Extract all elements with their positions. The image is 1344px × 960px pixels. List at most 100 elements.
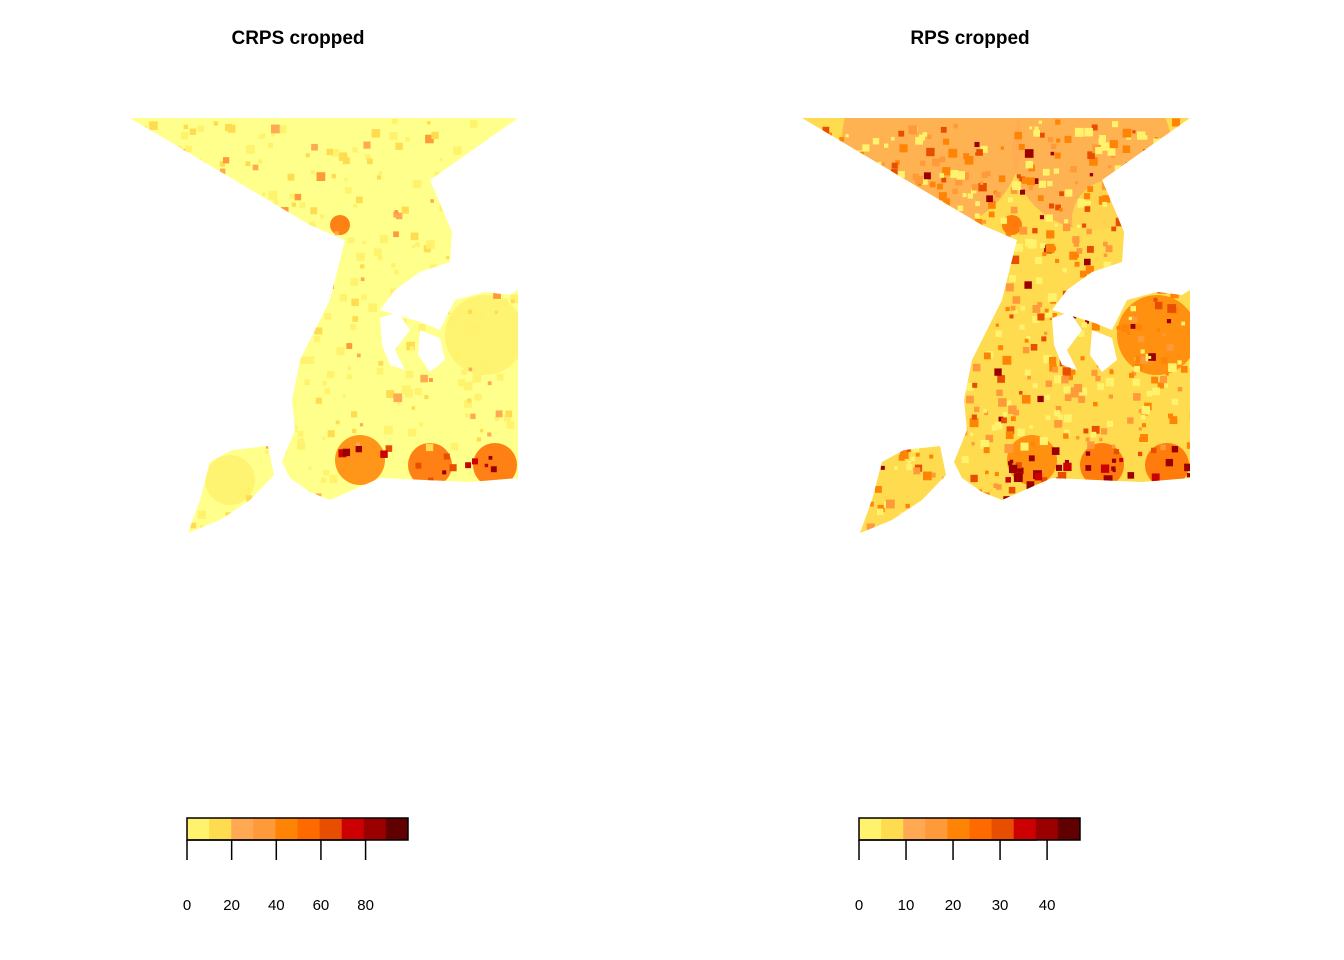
raster-cell bbox=[1032, 228, 1038, 234]
raster-cell bbox=[163, 281, 170, 289]
raster-cell bbox=[256, 207, 261, 211]
raster-cell bbox=[1032, 383, 1038, 389]
raster-cell bbox=[921, 178, 928, 185]
raster-cell bbox=[1089, 172, 1094, 177]
raster-cell bbox=[937, 523, 942, 528]
raster-cell bbox=[177, 424, 186, 434]
raster-cell bbox=[850, 467, 855, 472]
raster-cell bbox=[387, 511, 392, 515]
raster-cell bbox=[1010, 305, 1016, 311]
raster-cell bbox=[925, 328, 935, 338]
raster-cell bbox=[962, 236, 969, 243]
raster-cell bbox=[965, 382, 974, 391]
raster-cell bbox=[142, 125, 148, 131]
raster-cell bbox=[1112, 301, 1121, 310]
raster-cell bbox=[1087, 186, 1094, 193]
raster-cell bbox=[1086, 228, 1092, 235]
raster-cell bbox=[932, 417, 938, 422]
raster-cell bbox=[1184, 463, 1190, 472]
raster-cell bbox=[825, 280, 832, 287]
raster-cell bbox=[1028, 455, 1035, 462]
raster-cell bbox=[200, 445, 210, 455]
raster-cell bbox=[1169, 416, 1178, 425]
raster-cell bbox=[1073, 384, 1083, 393]
raster-cell bbox=[431, 131, 439, 140]
raster-cell bbox=[300, 356, 309, 365]
raster-cell bbox=[856, 276, 862, 282]
raster-cell bbox=[838, 464, 846, 472]
raster-cell bbox=[161, 244, 168, 250]
raster-cell bbox=[866, 523, 875, 532]
raster-cell bbox=[342, 394, 346, 398]
raster-cell bbox=[1040, 243, 1046, 249]
raster-cell bbox=[398, 294, 408, 304]
raster-cell bbox=[877, 504, 885, 513]
raster-cell bbox=[982, 492, 990, 500]
raster-cell bbox=[1130, 233, 1136, 238]
raster-cell bbox=[1044, 331, 1048, 336]
raster-cell bbox=[1095, 375, 1101, 382]
raster-cell bbox=[1062, 367, 1071, 376]
raster-cell bbox=[438, 514, 445, 521]
raster-cell bbox=[229, 478, 235, 484]
raster-cell bbox=[847, 336, 854, 343]
raster-cell bbox=[952, 408, 962, 418]
raster-cell bbox=[937, 532, 946, 533]
raster-cell bbox=[1180, 152, 1188, 160]
raster-cell bbox=[346, 531, 350, 533]
water-body bbox=[1090, 330, 1117, 372]
raster-cell bbox=[163, 280, 173, 290]
raster-cell bbox=[889, 408, 895, 413]
raster-cell bbox=[289, 486, 296, 493]
raster-cell bbox=[1019, 226, 1028, 235]
raster-cell bbox=[225, 391, 233, 399]
raster-cell bbox=[896, 394, 901, 399]
raster-cell bbox=[1041, 477, 1048, 484]
raster-cell bbox=[219, 161, 226, 167]
raster-cell bbox=[153, 390, 157, 394]
raster-cell bbox=[263, 243, 269, 249]
raster-cell bbox=[183, 124, 189, 130]
raster-cell bbox=[937, 334, 942, 339]
raster-cell bbox=[159, 173, 168, 182]
raster-cell bbox=[822, 126, 830, 134]
raster-cell bbox=[322, 381, 327, 386]
raster-cell bbox=[988, 201, 996, 209]
raster-cell bbox=[232, 440, 239, 446]
raster-cell bbox=[139, 449, 145, 455]
raster-cell bbox=[975, 201, 981, 207]
raster-cell bbox=[132, 181, 137, 186]
raster-cell bbox=[1081, 322, 1087, 328]
raster-cell bbox=[1022, 346, 1030, 354]
raster-cell bbox=[1064, 459, 1069, 465]
raster-cell bbox=[930, 415, 939, 424]
raster-cell bbox=[985, 434, 994, 443]
raster-cell bbox=[873, 453, 879, 458]
legend-swatch bbox=[881, 818, 904, 840]
raster-cell bbox=[187, 354, 193, 360]
raster-cell bbox=[425, 240, 435, 249]
raster-cell bbox=[225, 437, 234, 445]
raster-cell bbox=[1137, 451, 1143, 457]
raster-cell bbox=[168, 305, 173, 310]
raster-cell bbox=[183, 456, 190, 463]
raster-cell bbox=[967, 239, 977, 248]
raster-cell bbox=[828, 487, 833, 492]
raster-cell bbox=[825, 308, 833, 316]
raster-cell bbox=[408, 428, 417, 437]
raster-cell bbox=[434, 171, 440, 178]
raster-cell bbox=[1047, 293, 1057, 302]
raster-cell bbox=[437, 193, 444, 199]
raster-cell bbox=[169, 531, 176, 533]
raster-cell bbox=[817, 365, 826, 374]
raster-cell bbox=[157, 474, 164, 481]
raster-cell bbox=[393, 393, 403, 403]
raster-cell bbox=[916, 222, 924, 231]
raster-cell bbox=[415, 307, 424, 316]
raster-cell bbox=[898, 431, 903, 436]
raster-cell bbox=[359, 423, 364, 427]
raster-cell bbox=[176, 181, 181, 186]
raster-cell bbox=[446, 256, 450, 260]
legend-swatch bbox=[385, 818, 409, 840]
raster-cell bbox=[1031, 509, 1036, 514]
